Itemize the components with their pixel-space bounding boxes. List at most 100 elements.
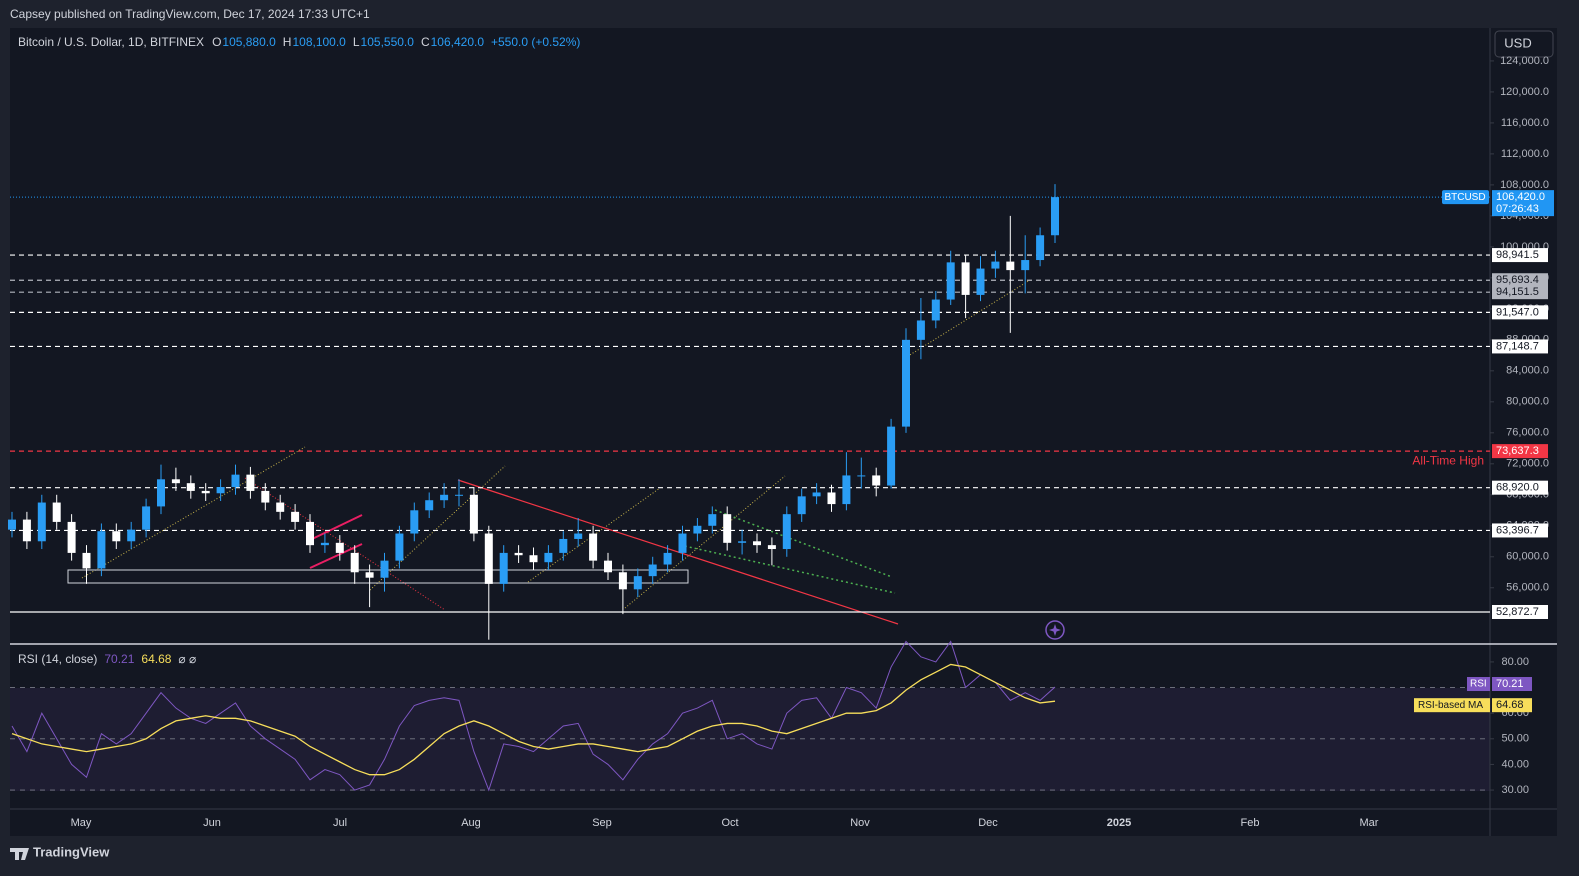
level-label: 98,941.5: [1496, 249, 1539, 261]
x-tick-label: Aug: [461, 817, 481, 829]
candle-body: [231, 474, 240, 488]
published-note: Capsey published on TradingView.com, Dec…: [10, 7, 370, 21]
candle-body: [827, 492, 836, 505]
candle-body: [738, 541, 747, 543]
candle-body: [22, 519, 31, 542]
legend-key: C: [421, 35, 430, 49]
level-label: 68,920.0: [1496, 482, 1539, 494]
candle-body: [723, 514, 732, 543]
legend-change: +550.0 (+0.52%): [491, 35, 580, 49]
y-tick-label: 124,000.0: [1500, 55, 1549, 67]
x-tick-label: Dec: [978, 817, 998, 829]
x-tick-label: Feb: [1241, 817, 1260, 829]
candle-body: [1006, 261, 1015, 271]
candle-body: [261, 490, 270, 503]
footer-logo: [10, 848, 29, 860]
candle-body: [320, 542, 329, 546]
y-tick-label: 112,000.0: [1501, 148, 1549, 160]
level-label: 95,693.4: [1496, 274, 1539, 286]
rsi-line: [11, 640, 1056, 792]
candle-body: [276, 502, 285, 512]
candle-body: [529, 555, 538, 563]
candle-body: [842, 475, 851, 505]
candle-body: [8, 519, 16, 530]
x-tick-label: May: [71, 817, 92, 829]
candle-body: [171, 479, 180, 484]
ideas-icon[interactable]: [1045, 620, 1065, 640]
currency-button[interactable]: [1494, 30, 1554, 58]
legend-value: 106,420.0: [431, 35, 485, 49]
x-tick-label: Jul: [333, 817, 347, 829]
candle-body: [186, 483, 195, 491]
candle-body: [604, 560, 612, 573]
candle-body: [112, 531, 121, 542]
y-tick-label: 72,000.0: [1506, 458, 1549, 470]
level-label-box: [1492, 248, 1548, 263]
level-label-box: [1492, 523, 1548, 538]
candle-body: [618, 572, 627, 590]
candle-body: [812, 492, 821, 497]
candle-body: [946, 262, 955, 300]
flag-line: [309, 514, 363, 541]
symbol-tag-box: [1442, 190, 1489, 205]
legend-key: H: [283, 35, 292, 49]
candle-body: [127, 529, 136, 542]
level-label-box: [1492, 305, 1548, 320]
chart-area: [10, 28, 1557, 836]
candle-body: [976, 268, 985, 295]
candle-body: [916, 320, 925, 340]
wedge-line: [679, 544, 896, 594]
y-tick-label: 108,000.0: [1500, 179, 1549, 191]
y-tick-label: 56,000.0: [1506, 582, 1549, 594]
candle-body: [872, 475, 881, 486]
legend-key: O: [212, 35, 221, 49]
candle-body: [902, 339, 910, 427]
rsi-legend-value: 70.21: [104, 652, 134, 666]
rsi-legend-value: 64.68: [141, 652, 171, 666]
level-label-box: [1492, 444, 1548, 459]
series-tag-box: [1467, 677, 1490, 692]
candle-body: [52, 502, 61, 522]
candle-body: [961, 262, 970, 295]
currency-label[interactable]: USD: [1504, 35, 1531, 50]
candle-body: [306, 521, 314, 546]
candle-body: [753, 541, 761, 546]
y-tick-label: 80.00: [1501, 656, 1529, 668]
y-tick-label: 30.00: [1501, 784, 1529, 796]
x-tick-label: Jun: [203, 817, 221, 829]
legend-key: L: [353, 35, 360, 49]
series-tag-box: [1414, 698, 1490, 713]
level-label: 52,872.7: [1496, 606, 1539, 618]
candle-body: [410, 510, 419, 534]
trendline: [369, 465, 506, 591]
legend-value: 108,100.0: [292, 35, 346, 49]
level-label-box: [1492, 273, 1548, 288]
candle-body: [380, 560, 389, 578]
y-tick-label: 84,000.0: [1506, 365, 1549, 377]
candle-body: [82, 552, 91, 569]
series-value: 64.68: [1496, 699, 1524, 711]
y-tick-label: 120,000.0: [1500, 86, 1549, 98]
series-tag: RSI: [1470, 679, 1487, 690]
candle-body: [335, 542, 344, 553]
level-label-box: [1492, 480, 1548, 495]
candle-body: [395, 533, 404, 561]
candle-body: [708, 514, 717, 526]
candle-body: [767, 545, 776, 550]
candle-body: [1021, 260, 1030, 271]
candle-body: [693, 525, 702, 534]
ideas-icon-glyph: [1049, 624, 1061, 636]
candle-body: [455, 494, 463, 496]
candle-body: [499, 552, 508, 584]
flag-line: [309, 543, 363, 569]
trendline: [244, 477, 446, 611]
candle-body: [157, 479, 165, 507]
y-tick-label: 116,000.0: [1501, 117, 1549, 129]
candle-body: [484, 533, 493, 584]
candle-body: [514, 552, 523, 556]
level-label-box: [1492, 339, 1548, 354]
y-tick-label: 40.00: [1501, 758, 1529, 770]
candle-body: [440, 494, 449, 501]
